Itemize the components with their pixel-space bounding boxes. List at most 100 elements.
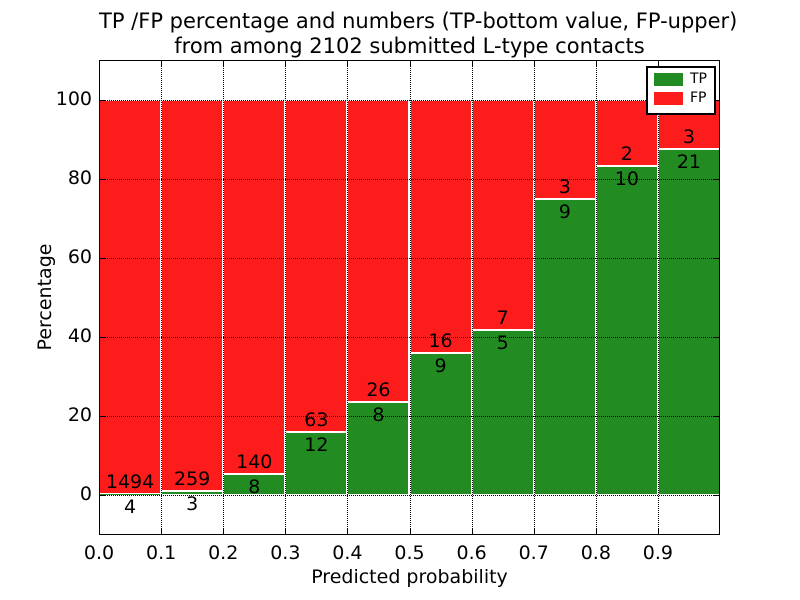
- y-tick-mark: [714, 178, 719, 180]
- gridline-vertical: [285, 60, 287, 535]
- legend-label-tp: TP: [690, 71, 707, 87]
- y-tick-mark: [100, 178, 105, 180]
- bar-segment-tp: [595, 165, 658, 496]
- gridline-vertical: [657, 60, 659, 535]
- x-tick-mark: [657, 529, 659, 534]
- bar-segment-tp: [533, 198, 596, 496]
- x-tick-mark: [161, 61, 163, 66]
- y-tick-mark: [714, 495, 719, 497]
- x-tick-mark: [409, 61, 411, 66]
- x-tick-label: 0.9: [642, 542, 673, 564]
- legend: TP FP: [646, 66, 716, 115]
- x-axis-label: Predicted probability: [311, 566, 508, 588]
- y-tick-mark: [100, 99, 105, 101]
- y-tick-mark: [714, 99, 719, 101]
- x-tick-mark: [285, 529, 287, 534]
- chart-title-line2: from among 2102 submitted L-type contact…: [174, 34, 645, 58]
- x-tick-label: 0.6: [456, 542, 487, 564]
- tp-count-label: 4: [124, 496, 137, 519]
- gridline-horizontal: [99, 337, 720, 339]
- y-tick-label: 100: [55, 87, 92, 110]
- x-tick-label: 0.3: [270, 542, 301, 564]
- gridline-vertical: [409, 60, 411, 535]
- bar-segment-fp: [223, 99, 286, 474]
- fp-count-label: 7: [496, 307, 509, 330]
- x-tick-label: 0.2: [208, 542, 239, 564]
- bar-segment-tp: [347, 402, 410, 496]
- fp-count-label: 3: [682, 126, 695, 149]
- x-tick-mark: [595, 529, 597, 534]
- bar-segment-tp: [285, 432, 348, 496]
- x-tick-mark: [595, 61, 597, 66]
- x-tick-label: 0.4: [332, 542, 363, 564]
- y-tick-mark: [100, 416, 105, 418]
- x-tick-mark: [347, 61, 349, 66]
- fp-count-label: 26: [366, 379, 391, 402]
- x-tick-label: 0.1: [145, 542, 177, 564]
- x-tick-mark: [471, 529, 473, 534]
- fp-count-label: 259: [174, 467, 211, 490]
- gridline-horizontal: [99, 99, 720, 101]
- fp-count-label: 16: [428, 329, 453, 352]
- x-tick-mark: [223, 529, 225, 534]
- x-tick-label: 0.0: [83, 542, 115, 564]
- tp-count-label: 5: [496, 332, 509, 355]
- tp-swatch-icon: [654, 73, 683, 86]
- x-tick-label: 0.7: [518, 542, 549, 564]
- tp-count-label: 10: [614, 167, 639, 190]
- tp-count-label: 12: [304, 434, 329, 457]
- bar-segment-tp: [409, 352, 472, 496]
- y-tick-label: 0: [79, 483, 92, 506]
- x-tick-mark: [471, 61, 473, 66]
- tp-count-label: 21: [676, 151, 702, 174]
- x-tick-mark: [533, 61, 535, 66]
- fp-count-label: 3: [558, 175, 571, 198]
- tp-count-label: 9: [558, 200, 571, 223]
- x-tick-mark: [285, 61, 287, 66]
- y-tick-mark: [714, 257, 719, 259]
- bar-segment-fp: [409, 99, 472, 353]
- x-tick-mark: [161, 529, 163, 534]
- y-tick-label: 40: [67, 325, 92, 348]
- x-tick-mark: [99, 529, 100, 534]
- x-tick-label: 0.8: [580, 542, 611, 564]
- x-tick-mark: [347, 529, 349, 534]
- gridline-vertical: [161, 60, 163, 535]
- y-tick-mark: [714, 337, 719, 339]
- bar-segment-fp: [471, 99, 534, 331]
- gridline-vertical: [347, 60, 349, 535]
- x-tick-mark: [657, 61, 659, 66]
- axes-frame: [99, 60, 720, 535]
- gridline-vertical: [223, 60, 225, 535]
- gridline-vertical: [471, 60, 473, 535]
- y-tick-label: 60: [67, 245, 92, 268]
- fp-count-label: 1494: [105, 471, 155, 494]
- gridline-vertical: [595, 60, 597, 535]
- gridline-horizontal: [99, 257, 720, 259]
- fp-count-label: 63: [304, 409, 329, 432]
- x-tick-mark: [409, 529, 411, 534]
- bar-segment-tp: [471, 330, 534, 496]
- plot-area: 1494 4 259 3 140 8 63 12 26 8 16 9 7 5 3 9 2 10 3 21 0.0 0.1 0…: [56, 60, 720, 564]
- tp-count-label: 9: [434, 354, 447, 377]
- fp-swatch-icon: [654, 92, 683, 105]
- gridline-horizontal: [99, 495, 720, 497]
- y-tick-label: 20: [67, 404, 92, 427]
- tp-count-label: 8: [248, 476, 261, 498]
- chart-title: TP /FP percentage and numbers (TP-bottom…: [99, 9, 738, 59]
- x-tick-mark: [533, 529, 535, 534]
- gridline-horizontal: [99, 416, 720, 418]
- legend-label-fp: FP: [690, 90, 707, 106]
- tp-count-label: 3: [186, 492, 199, 515]
- chart-title-line1: TP /FP percentage and numbers (TP-bottom…: [99, 9, 738, 33]
- gridline-horizontal: [99, 178, 720, 180]
- y-tick-mark: [100, 337, 105, 339]
- legend-item-fp: FP: [654, 91, 714, 106]
- legend-item-tp: TP: [654, 72, 714, 87]
- tp-count-label: 8: [372, 404, 385, 427]
- fp-count-label: 140: [236, 451, 273, 473]
- y-tick-label: 80: [67, 166, 92, 189]
- gridline-vertical: [533, 60, 535, 535]
- x-tick-mark: [99, 61, 100, 66]
